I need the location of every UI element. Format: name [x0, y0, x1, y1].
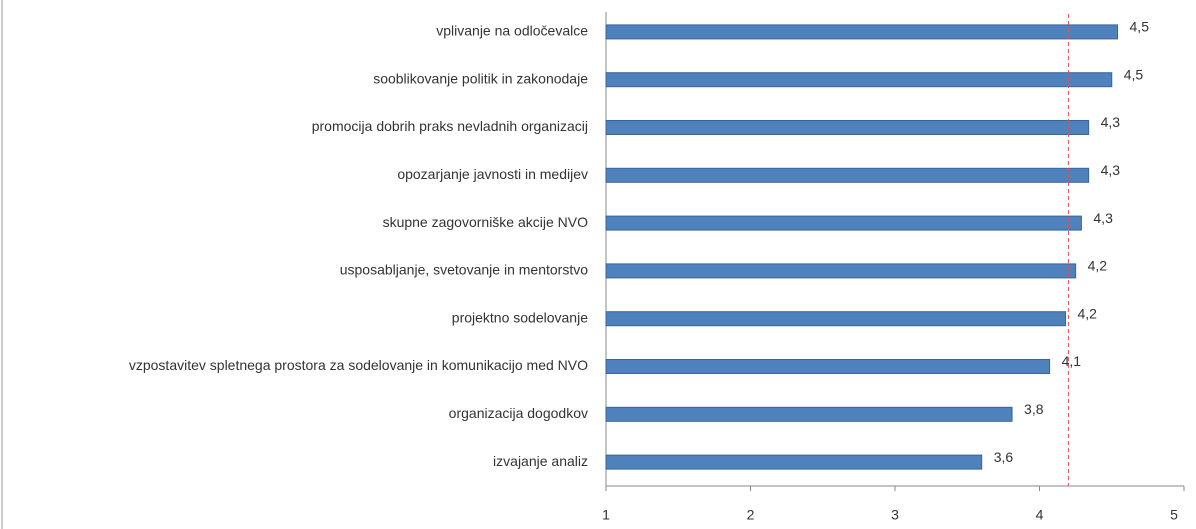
x-tick-label: 5	[1170, 507, 1178, 523]
x-tick-label: 1	[602, 507, 610, 523]
bar	[605, 120, 1090, 135]
bar	[605, 406, 1013, 422]
category-label: organizacija dogodkov	[449, 405, 588, 421]
category-label: skupne zagovorniške akcije NVO	[383, 214, 589, 230]
bar	[605, 263, 1077, 279]
value-label: 4,5	[1124, 66, 1144, 82]
value-label: 4,5	[1130, 19, 1150, 35]
bar	[605, 311, 1067, 327]
value-label: 4,3	[1101, 114, 1121, 130]
x-tick-label: 3	[891, 507, 899, 523]
category-label: promocija dobrih praks nevladnih organiz…	[312, 118, 588, 134]
category-label: opozarjanje javnosti in medijev	[397, 166, 588, 182]
value-label: 4,2	[1078, 305, 1098, 321]
bar	[605, 359, 1051, 374]
category-label: usposabljanje, svetovanje in mentorstvo	[340, 262, 588, 278]
value-label: 4,3	[1101, 162, 1121, 178]
category-label: sooblikovanje politik in zakonodaje	[373, 70, 588, 86]
value-label: 4,3	[1093, 210, 1113, 226]
category-label: vplivanje na odločevalce	[436, 23, 588, 39]
bar	[605, 167, 1090, 183]
bar	[605, 24, 1119, 40]
x-tick-label: 4	[1036, 507, 1044, 523]
bar	[605, 454, 983, 470]
value-label: 4,2	[1088, 258, 1108, 274]
bar	[605, 72, 1113, 88]
value-label: 4,1	[1062, 353, 1082, 369]
value-label: 3,6	[994, 449, 1014, 465]
category-label: izvajanje analiz	[493, 453, 588, 469]
bar	[605, 215, 1082, 231]
value-label: 3,8	[1024, 401, 1044, 417]
x-tick-label: 2	[747, 507, 755, 523]
category-label: vzpostavitev spletnega prostora za sodel…	[129, 357, 588, 373]
category-label: projektno sodelovanje	[452, 309, 588, 325]
